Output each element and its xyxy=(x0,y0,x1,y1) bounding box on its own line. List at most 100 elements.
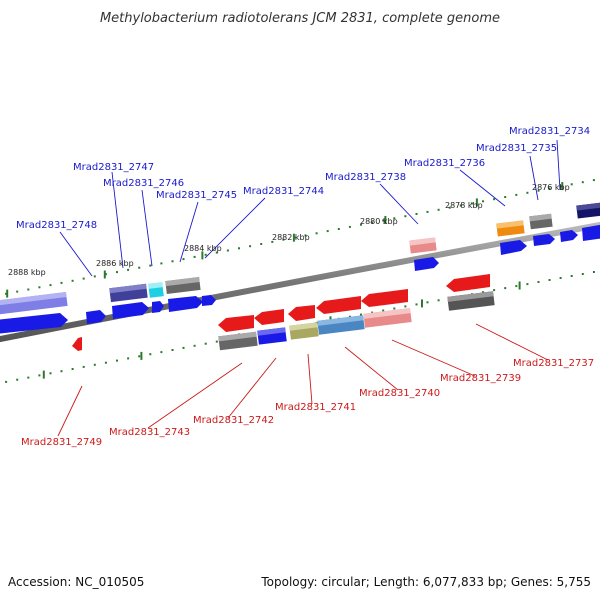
gene-label: Mrad2831_2749 xyxy=(21,437,102,448)
gene-label: Mrad2831_2741 xyxy=(275,402,356,413)
genome-summary-text: Topology: circular; Length: 6,077,833 bp… xyxy=(260,575,591,589)
scale-label: 2878 kbp xyxy=(445,201,483,210)
track-dot xyxy=(116,271,118,274)
gene-arrow-3 xyxy=(112,302,149,319)
track-dot xyxy=(82,365,85,368)
track-dot xyxy=(171,260,174,263)
track-dot xyxy=(104,273,107,276)
track-dot xyxy=(5,292,8,295)
track-dot xyxy=(49,372,52,375)
track-dot xyxy=(415,213,418,215)
track-dot xyxy=(16,290,19,293)
track-dot xyxy=(515,285,518,288)
track-dot xyxy=(548,187,551,190)
track-dot xyxy=(371,311,374,314)
track-dot xyxy=(304,234,307,237)
track-dot xyxy=(149,353,152,356)
track-dot xyxy=(493,289,496,292)
track-dot xyxy=(326,230,329,233)
top-gene-labels: Mrad2831_2734 Mrad2831_2735 Mrad2831_273… xyxy=(16,126,590,231)
track-dot xyxy=(348,225,351,228)
track-dot xyxy=(138,355,141,358)
track-dot xyxy=(515,193,518,196)
gene-2745 xyxy=(165,276,201,295)
gene-2743 xyxy=(218,331,258,351)
track-dot xyxy=(504,196,507,198)
track-dot xyxy=(27,376,30,379)
gene-label: Mrad2831_2746 xyxy=(103,178,184,189)
scale-label: 2886 kbp xyxy=(96,259,134,268)
track-dot xyxy=(360,313,362,316)
track-dot xyxy=(382,309,385,312)
track-dot xyxy=(482,200,484,203)
callout-2736 xyxy=(459,169,506,207)
track-dot xyxy=(160,262,163,265)
track-dot xyxy=(171,349,174,351)
gene-arrow-6 xyxy=(202,295,216,306)
track-dot xyxy=(559,185,562,188)
track-dot xyxy=(127,357,130,360)
bottom-gene-labels: Mrad2831_2737 Mrad2831_2739 Mrad2831_274… xyxy=(21,358,594,448)
genome-backbone xyxy=(0,221,600,343)
gene-2748 xyxy=(0,292,68,315)
scale-label: 2888 kbp xyxy=(8,268,46,277)
track-dot xyxy=(526,283,529,286)
gene-2735 xyxy=(529,213,553,230)
gene-rev-7 xyxy=(72,337,82,351)
callout-2740 xyxy=(344,346,399,391)
track-dot xyxy=(382,219,385,222)
gene-2746 xyxy=(148,282,164,298)
gene-rev-3 xyxy=(288,305,315,321)
track-dot xyxy=(5,380,8,383)
track-dot xyxy=(27,288,30,291)
track-dot xyxy=(38,374,41,377)
track-dot xyxy=(426,210,429,213)
track-dot xyxy=(459,204,462,207)
track-dot xyxy=(204,253,207,256)
track-dot xyxy=(504,287,507,290)
track-dot xyxy=(127,268,130,271)
genes-inner-forward xyxy=(0,224,600,334)
track-dot xyxy=(49,284,52,287)
track-dot xyxy=(548,279,551,281)
gene-2736 xyxy=(496,220,525,237)
gene-2747 xyxy=(109,283,148,303)
track-dot xyxy=(238,247,240,250)
gene-2737 xyxy=(447,291,495,311)
track-dot xyxy=(559,277,562,279)
genes-inner-reverse xyxy=(72,274,490,351)
gene-2742 xyxy=(257,327,287,345)
track-dot xyxy=(60,370,63,373)
track-dot xyxy=(93,363,96,366)
track-dot xyxy=(193,255,196,258)
track-dot xyxy=(415,303,418,306)
scale-label: 2880 kbp xyxy=(360,217,398,226)
track-dot xyxy=(393,217,396,220)
gene-arrow-7 xyxy=(414,257,439,271)
callout-2735 xyxy=(529,155,539,201)
track-dot xyxy=(537,281,540,283)
track-dot xyxy=(116,359,118,362)
track-dot xyxy=(393,307,396,310)
track-dot xyxy=(437,299,440,302)
callout-2738 xyxy=(379,183,419,225)
track-dot xyxy=(315,232,318,235)
track-dot xyxy=(215,251,218,254)
scale-label: 2876 kbp xyxy=(532,183,570,192)
gene-2734 xyxy=(576,201,600,219)
gene-rev-2 xyxy=(254,309,284,325)
gene-2738 xyxy=(409,237,437,254)
track-dot xyxy=(592,271,595,273)
track-dot xyxy=(182,258,185,261)
track-dot xyxy=(493,198,496,201)
track-dot xyxy=(570,183,573,186)
track-dot xyxy=(537,189,540,192)
track-dot xyxy=(371,221,374,224)
gene-arrow-9 xyxy=(533,234,555,246)
track-dot xyxy=(437,208,440,211)
track-dot xyxy=(38,286,41,289)
track-dot xyxy=(182,346,185,349)
scale-labels: 2888 kbp 2886 kbp 2884 kbp 2882 kbp 2880… xyxy=(8,183,570,277)
track-dot xyxy=(71,279,74,282)
track-dot xyxy=(16,378,19,381)
